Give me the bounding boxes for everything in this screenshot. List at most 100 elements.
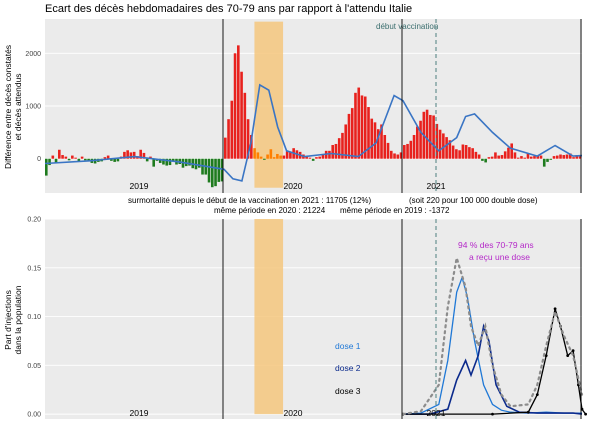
top-highlight-band [254,21,284,188]
y-tick-label: 0 [37,156,41,163]
series-dose-3 [403,308,587,415]
weekly-bar [383,135,387,159]
weekly-bar [64,156,68,159]
weekly-bar [93,158,97,164]
weekly-bar [396,154,400,159]
weekly-bar [432,115,435,159]
weekly-bar [523,157,527,159]
weekly-bar [542,158,546,167]
weekly-bar [429,114,432,159]
bottom-y-label-2: dans la population [13,285,23,354]
weekly-bar [393,153,396,159]
weekly-bar [84,158,87,161]
weekly-bar [87,158,90,161]
weekly-bar [263,158,266,160]
weekly-bar [536,155,540,159]
weekly-bar [106,155,110,159]
weekly-bar [142,152,146,159]
weekly-bar [51,155,55,159]
weekly-bar [529,156,533,159]
weekly-bar [568,153,572,159]
series-total-dotted- [401,257,584,416]
y-tick-label: 0.20 [27,217,41,224]
stat-line-2-left: même période en 2020 : 21224 [214,206,326,215]
weekly-bar [549,158,553,160]
weekly-bar [129,152,133,159]
weekly-bar [526,153,530,159]
weekly-bar [279,155,282,159]
weekly-bar [399,152,403,159]
weekly-bar [481,158,484,161]
weekly-bar [67,158,71,161]
bottom-y-label-1: Part d'injections [3,290,13,350]
weekly-bar [54,158,58,163]
weekly-bar [513,152,517,159]
weekly-bar [341,132,344,159]
weekly-bar [246,119,250,159]
y-tick-label: 0.15 [27,265,41,272]
weekly-bar [435,123,439,159]
weekly-bar [305,156,308,159]
weekly-bar [425,109,429,159]
weekly-bar [152,158,155,167]
bottom-highlight-band [254,219,284,415]
weekly-bar [533,156,536,159]
weekly-bar [354,92,357,159]
weekly-bar [442,133,445,159]
top-year-labels: 2019 2020 2021 [130,181,446,191]
weekly-bar [360,95,364,159]
weekly-bar [455,149,458,159]
weekly-bar [350,108,354,159]
weekly-bar [559,154,562,159]
weekly-bar [412,135,416,159]
series-dose-2 [403,323,583,415]
year-label-2020: 2020 [284,181,303,191]
bottom-panel: 0.20 0.15 0.10 0.05 0.00 2019 2020 2021 94 % d… [3,217,587,419]
weekly-bar [162,158,165,165]
weekly-bar [357,87,361,159]
dose-3-point [526,410,530,414]
weekly-bar [451,145,455,159]
stat-line-1-right: (soit 220 pour 100 000 double dose) [409,196,538,205]
weekly-bar [311,158,315,161]
bottom-y-ticks: 0.20 0.15 0.10 0.05 0.00 [27,217,41,419]
weekly-bar [45,158,48,176]
weekly-bar [565,154,569,159]
weekly-bar [113,158,116,162]
top-panel: 2000 1000 0 début vaccination 2019 2020 2021… [3,19,583,193]
weekly-bar [224,137,227,159]
weekly-bar [289,151,292,159]
weekly-bar [555,155,559,159]
coverage-label-2: a reçu une dose [469,252,530,262]
year-label-2019: 2019 [130,181,149,191]
weekly-bar [370,118,374,159]
weekly-bar [237,45,240,159]
chart-title: Ecart des décès hebdomadaires des 70-79 … [45,3,412,15]
weekly-bar [520,156,523,159]
top-year-boundaries [222,19,582,193]
weekly-bar [438,129,442,159]
bottom-year-labels: 2019 2020 2021 [130,408,446,418]
weekly-bar [419,120,422,159]
weekly-bar [233,53,237,159]
weekly-bar [103,157,107,159]
top-y-label-1: Différence entre décès constatés [3,45,13,169]
weekly-bar [461,144,465,159]
weekly-bar [539,155,543,159]
legend-dose-1: dose 1 [335,341,361,351]
weekly-bar [259,156,263,159]
top-y-label-2: et décès attendus [13,73,23,140]
y-tick-label: 0.10 [27,314,41,321]
weekly-bar [503,151,507,159]
weekly-bar [575,155,579,159]
weekly-bar [77,158,81,162]
weekly-bar [347,113,351,159]
weekly-bar [318,156,321,159]
weekly-bar [139,149,142,159]
weekly-bar [168,158,172,166]
weekly-bar [58,149,61,159]
weekly-bar [126,150,129,159]
weekly-bar [464,145,468,159]
weekly-bar [80,156,84,159]
weekly-bar [507,147,510,159]
